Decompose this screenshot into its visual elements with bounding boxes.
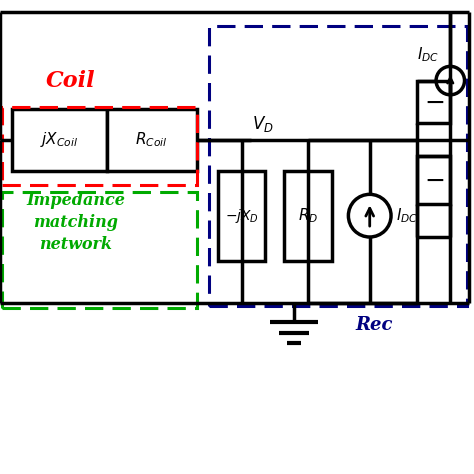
Text: $-jX_D$: $-jX_D$ (225, 207, 259, 225)
Text: $-$: $-$ (424, 90, 444, 114)
Text: Coil: Coil (46, 70, 96, 91)
Text: $-$: $-$ (424, 168, 444, 192)
Text: Rec: Rec (356, 316, 393, 334)
Text: $I_{DC}$: $I_{DC}$ (396, 206, 418, 225)
Text: $R_{Coil}$: $R_{Coil}$ (136, 130, 168, 149)
Bar (12, 109, 107, 171)
Text: $jX_{Coil}$: $jX_{Coil}$ (40, 130, 78, 149)
Bar (284, 171, 332, 261)
Bar (2, 192, 197, 308)
Text: $R_D$: $R_D$ (298, 206, 318, 225)
Text: $V_D$: $V_D$ (252, 114, 274, 134)
Bar (218, 171, 265, 261)
Bar (2, 107, 197, 185)
Bar (417, 81, 450, 123)
Bar (209, 26, 467, 306)
Bar (417, 156, 450, 204)
Bar (107, 109, 197, 171)
Text: $I_{DC}$: $I_{DC}$ (417, 45, 439, 64)
Text: Impedance
matching
network: Impedance matching network (27, 192, 125, 254)
